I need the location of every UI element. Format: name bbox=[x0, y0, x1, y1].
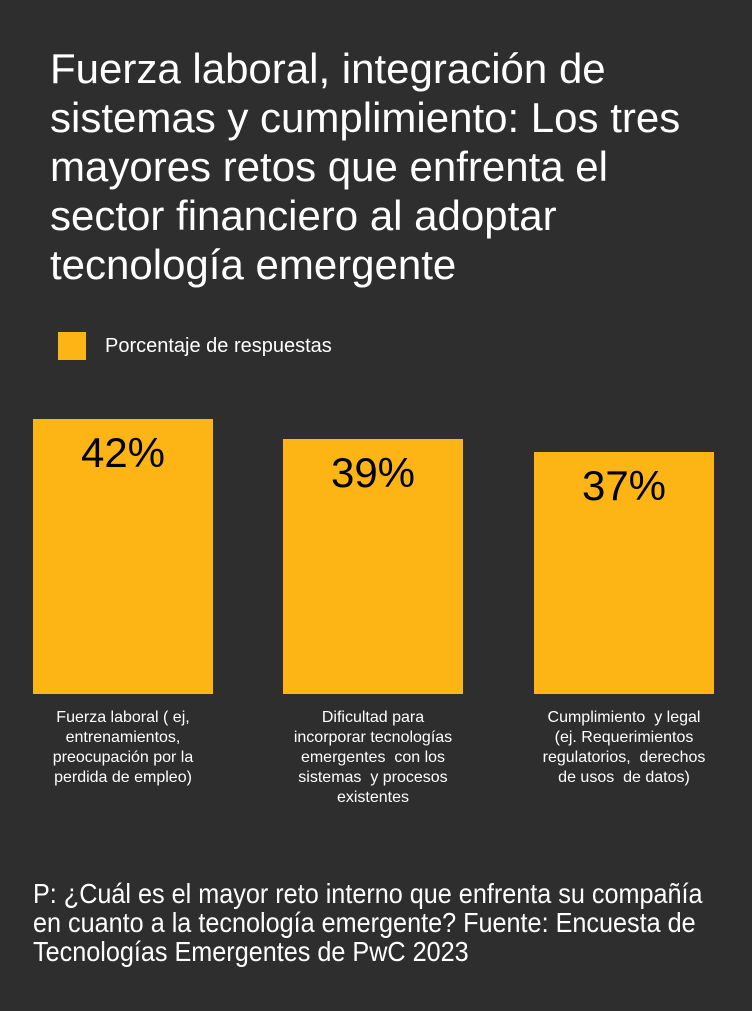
legend: Porcentaje de respuestas bbox=[58, 332, 332, 360]
chart-title-line: sistemas y cumplimiento: Los tres bbox=[50, 94, 681, 141]
chart-title-line: Fuerza laboral, integración de bbox=[50, 45, 606, 92]
category-line: regulatorios, derechos bbox=[542, 749, 706, 766]
bar-column-integration: 39% Dificultad para incorporar tecnologí… bbox=[283, 0, 463, 1011]
category-line: Fuerza laboral ( ej, bbox=[56, 709, 190, 726]
bar-column-workforce: 42% Fuerza laboral ( ej, entrenamientos,… bbox=[33, 0, 213, 1011]
category-line: preocupación por la bbox=[52, 749, 194, 766]
bar-rect: 37% bbox=[534, 452, 714, 694]
bar-value-label: 37% bbox=[581, 462, 667, 509]
category-line: emergentes con los bbox=[300, 749, 446, 766]
footnote: P: ¿Cuál es el mayor reto interno que en… bbox=[33, 879, 703, 966]
bar-rect: 42% bbox=[33, 419, 213, 694]
footnote-line: Tecnologías Emergentes de PwC 2023 bbox=[33, 936, 469, 967]
category-line: (ej. Requerimientos bbox=[554, 729, 694, 746]
bar-category-label: Cumplimiento y legal (ej. Requerimientos… bbox=[534, 708, 714, 788]
chart-title-line: sector financiero al adoptar bbox=[50, 192, 557, 239]
chart-title-line: tecnología emergente bbox=[50, 241, 457, 288]
category-line: Cumplimiento y legal bbox=[547, 709, 701, 726]
category-line: incorporar tecnologías bbox=[293, 729, 453, 746]
bar-value-label: 42% bbox=[80, 429, 166, 476]
chart-title: Fuerza laboral, integración de sistemas … bbox=[50, 44, 680, 289]
category-line: existentes bbox=[336, 789, 410, 806]
category-line: Dificultad para bbox=[321, 709, 425, 726]
category-line: entrenamientos, bbox=[65, 729, 181, 746]
category-line: sistemas y procesos bbox=[298, 769, 448, 786]
category-line: de usos de datos) bbox=[558, 769, 690, 786]
bar-column-compliance: 37% Cumplimiento y legal (ej. Requerimie… bbox=[534, 0, 714, 1011]
footnote-line: P: ¿Cuál es el mayor reto interno que en… bbox=[33, 878, 703, 909]
bar-rect: 39% bbox=[283, 439, 463, 694]
bar-value-label: 39% bbox=[330, 449, 416, 496]
legend-swatch-icon bbox=[58, 332, 86, 360]
bar-category-label: Dificultad para incorporar tecnologías e… bbox=[283, 708, 463, 808]
bar-category-label: Fuerza laboral ( ej, entrenamientos, pre… bbox=[33, 708, 213, 788]
category-line: perdida de empleo) bbox=[54, 769, 192, 786]
legend-label: Porcentaje de respuestas bbox=[105, 334, 332, 357]
footnote-line: en cuanto a la tecnología emergente? Fue… bbox=[33, 907, 696, 938]
chart-title-line: mayores retos que enfrenta el bbox=[50, 143, 608, 190]
